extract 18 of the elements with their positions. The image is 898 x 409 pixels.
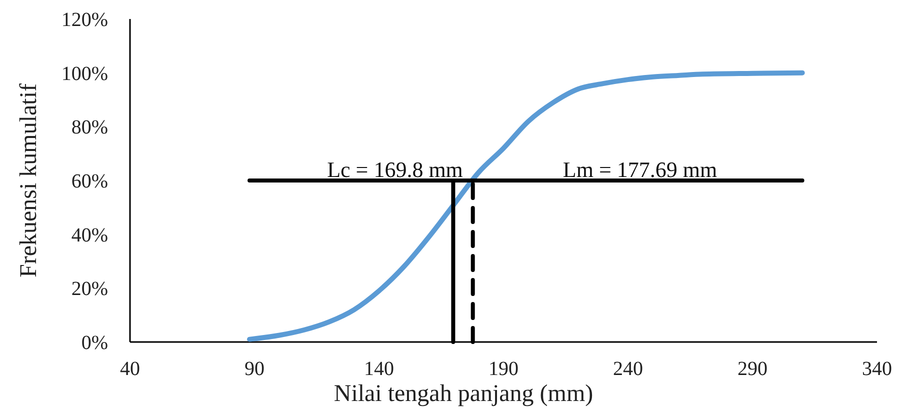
x-tick-label: 40 <box>120 358 140 380</box>
x-tick-label: 140 <box>364 358 394 380</box>
x-tick-label: 240 <box>613 358 643 380</box>
x-tick-label: 190 <box>488 358 518 380</box>
x-tick-label: 90 <box>244 358 264 380</box>
y-tick-label: 0% <box>81 332 108 354</box>
y-tick-label: 40% <box>71 224 108 246</box>
annotation: Lm = 177.69 mm <box>562 157 718 182</box>
x-tick-label: 290 <box>738 358 768 380</box>
y-tick-label: 60% <box>71 170 108 192</box>
y-tick-label: 100% <box>61 62 108 85</box>
y-tick-label: 20% <box>71 278 108 300</box>
y-tick-label: 80% <box>71 116 108 139</box>
x-axis-title: Nilai tengah panjang (mm) <box>334 381 594 407</box>
y-tick-label: 120% <box>61 9 108 31</box>
x-tick-label: 340 <box>862 358 892 380</box>
annotation: Lc = 169.8 mm <box>327 157 463 182</box>
y-axis-title: Frekuensi kumulatif <box>16 84 42 278</box>
